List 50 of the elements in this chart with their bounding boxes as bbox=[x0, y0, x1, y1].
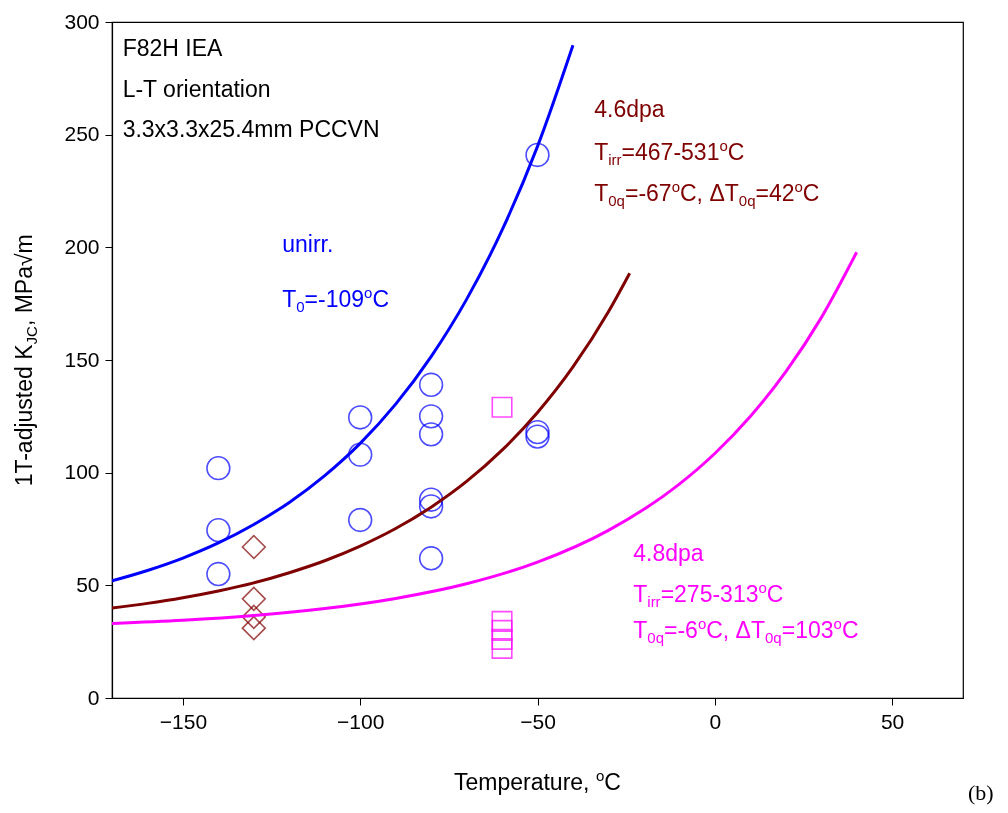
point bbox=[491, 628, 513, 650]
annotation: F82H IEA bbox=[122, 35, 223, 62]
point bbox=[491, 619, 513, 641]
x-axis-title: Temperature, $^{o}$C bbox=[454, 767, 621, 795]
annotation: 4.8dpa bbox=[633, 539, 704, 566]
y-tick-label: 200 bbox=[64, 234, 100, 258]
point bbox=[241, 615, 267, 641]
text: T$_{0q}$=-6$^{o}$C, ΔT$_{0q}$=103$^{o}$C bbox=[633, 615, 859, 647]
annotation: L-T orientation bbox=[122, 75, 271, 102]
point bbox=[418, 494, 444, 519]
text: T$_{0q}$=-67$^{o}$C, ΔT$_{0q}$=42$^{o}$C bbox=[594, 178, 820, 210]
annotation: T$_{irr}$=275-313$^{o}$C bbox=[633, 579, 784, 611]
x-tick-label: 50 bbox=[880, 709, 905, 733]
point bbox=[491, 396, 513, 418]
point bbox=[418, 487, 444, 512]
point bbox=[206, 561, 231, 587]
text: (b) bbox=[968, 780, 994, 805]
point bbox=[525, 424, 550, 449]
line-series bbox=[112, 271, 632, 610]
y-tick-label: 300 bbox=[64, 9, 100, 33]
x-tick-label: 0 bbox=[709, 709, 722, 733]
point bbox=[348, 405, 373, 430]
annotation: T$_{0}$=-109$^{o}$C bbox=[282, 283, 390, 316]
annotation: unirr. bbox=[282, 231, 334, 258]
point bbox=[525, 419, 550, 445]
point bbox=[241, 604, 267, 630]
y-tick-label: 100 bbox=[64, 460, 100, 484]
point bbox=[206, 517, 231, 543]
point bbox=[206, 455, 231, 481]
annotation: 4.6dpa bbox=[594, 95, 665, 122]
point bbox=[348, 442, 373, 467]
annotation: 3.3x3.3x25.4mm PCCVN bbox=[122, 116, 380, 143]
point bbox=[241, 534, 267, 560]
annotation: T$_{irr}$=467-531$^{o}$C bbox=[594, 137, 745, 169]
y-tick-label: 150 bbox=[64, 347, 100, 371]
x-tick-label: −100 bbox=[337, 709, 385, 733]
x-tick-label: −150 bbox=[159, 709, 208, 733]
point bbox=[418, 546, 444, 571]
point bbox=[418, 372, 444, 397]
point bbox=[525, 142, 550, 168]
x-tick-label: −50 bbox=[520, 709, 556, 733]
point bbox=[418, 404, 444, 429]
point bbox=[348, 507, 373, 533]
y-tick-label: 0 bbox=[87, 685, 100, 709]
y-tick-label: 50 bbox=[76, 572, 100, 596]
point bbox=[418, 422, 444, 447]
point bbox=[241, 586, 267, 612]
point bbox=[491, 637, 513, 659]
y-tick-label: 250 bbox=[64, 122, 100, 146]
point bbox=[491, 610, 513, 632]
